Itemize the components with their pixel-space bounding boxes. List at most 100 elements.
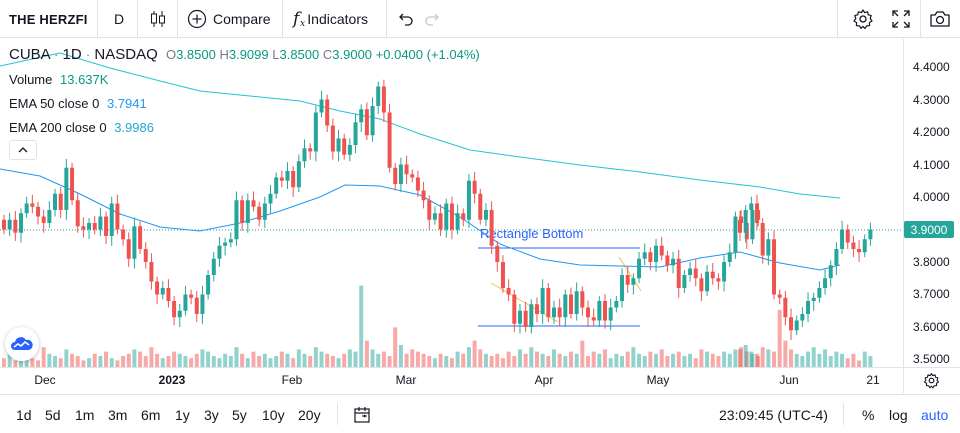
toolbar-divider [97, 0, 98, 38]
price-axis[interactable]: 4.4000 4.3000 4.2000 4.1000 4.0000 3.9000 3.80… [903, 39, 960, 367]
volume-bar [155, 353, 160, 367]
symbol-legend: CUBA · 1D · NASDAQ O3.8500 H3.9099 L3.85… [9, 46, 480, 63]
drawings[interactable]: Rectangle Bottom [478, 226, 642, 327]
range-button-5d[interactable]: 5d [45, 406, 61, 423]
volume-bar [228, 356, 233, 367]
volume-bar [811, 347, 816, 367]
ema200-legend[interactable]: EMA 200 close 0 3.9986 [9, 120, 154, 135]
candle-body [285, 171, 290, 181]
compare-button[interactable]: Compare [187, 0, 271, 38]
volume-bar [603, 349, 608, 367]
tradingview-logo[interactable] [5, 327, 39, 361]
candle-body [794, 320, 799, 331]
undo-button[interactable] [396, 0, 414, 38]
time-axis[interactable]: Dec 2023 Feb Mar Apr May Jun 21 [0, 367, 903, 393]
time-tick-label: May [646, 373, 670, 387]
time-tick-label: Jun [779, 373, 799, 387]
candle-body [534, 304, 539, 314]
screenshot-button[interactable] [929, 0, 951, 38]
candle-body [676, 258, 681, 288]
candle-body [36, 206, 41, 217]
volume-bar [7, 353, 12, 367]
rectangle-label[interactable]: Rectangle Bottom [480, 226, 583, 241]
price-tick-label: 4.0000 [913, 190, 950, 204]
log-scale-toggle[interactable]: log [889, 406, 908, 423]
legend-ticker[interactable]: CUBA [9, 46, 50, 63]
volume-bar [240, 353, 245, 367]
volume-bar [138, 351, 143, 367]
volume-bar [438, 353, 443, 367]
volume-bar [738, 349, 742, 367]
candle-body [19, 213, 24, 233]
price-chart[interactable]: Rectangle Bottom [0, 39, 903, 367]
volume-bar [404, 353, 409, 367]
chart-type-button[interactable] [149, 0, 167, 38]
volume-bar [296, 349, 301, 367]
volume-bar [806, 351, 811, 367]
ema200-line [0, 52, 841, 199]
range-button-10y[interactable]: 10y [262, 406, 285, 423]
candle-body [217, 245, 222, 259]
ema50-legend[interactable]: EMA 50 close 0 3.7941 [9, 96, 147, 111]
axis-settings-button[interactable] [923, 372, 940, 394]
candle-body [194, 297, 199, 314]
volume-legend[interactable]: Volume 13.637K [9, 72, 108, 87]
trend-line[interactable] [618, 256, 642, 292]
time-tick-label: Apr [534, 373, 554, 387]
volume-value: 13.637K [60, 72, 109, 87]
range-button-1d[interactable]: 1d [16, 406, 32, 423]
volume-bar [648, 351, 653, 367]
range-button-1y[interactable]: 1y [175, 406, 190, 423]
volume-bar [586, 356, 591, 367]
candle-body [268, 193, 273, 204]
volume-bar [506, 351, 511, 367]
volume-bar [710, 353, 715, 367]
time-tick-label: Feb [281, 373, 303, 387]
volume-bar [313, 347, 318, 367]
volume-bar [546, 356, 551, 367]
candle-body [189, 294, 194, 298]
volume-bar [444, 356, 449, 367]
volume-bar [149, 347, 154, 367]
toolbar-divider [282, 0, 283, 38]
candle-body [279, 177, 284, 181]
interval-button[interactable]: D [114, 11, 125, 27]
candle-body [483, 210, 488, 220]
volume-bar [359, 285, 364, 367]
candle-body [868, 229, 873, 240]
chart-pane[interactable]: Rectangle Bottom CUBA · 1D · NASDAQ O3.8… [0, 39, 903, 367]
candle-body [857, 249, 862, 253]
volume-bar [206, 351, 211, 367]
candle-body [70, 167, 75, 201]
volume-bar [132, 349, 137, 367]
volume-bar [868, 356, 873, 367]
date-range-button[interactable] [353, 395, 371, 433]
candle-body [506, 288, 511, 295]
candle-body [149, 262, 154, 282]
candle-body [512, 294, 517, 324]
candle-body [659, 245, 664, 256]
settings-button[interactable] [852, 0, 874, 38]
collapse-legend-button[interactable] [9, 140, 37, 160]
volume-bar [143, 356, 148, 367]
candle-body [760, 223, 765, 256]
candle-body [495, 245, 500, 262]
compare-label: Compare [213, 11, 271, 27]
range-button-5y[interactable]: 5y [232, 406, 247, 423]
volume-bar [189, 358, 194, 367]
range-button-3m[interactable]: 3m [108, 406, 128, 423]
range-button-3y[interactable]: 3y [204, 406, 219, 423]
redo-button[interactable] [424, 0, 442, 38]
range-button-20y[interactable]: 20y [298, 406, 321, 423]
percent-scale-toggle[interactable]: % [862, 406, 875, 423]
range-button-6m[interactable]: 6m [141, 406, 161, 423]
candle-body [811, 297, 816, 301]
fullscreen-button[interactable] [891, 0, 911, 38]
symbol-search-button[interactable]: THE HERZFI [9, 11, 88, 27]
auto-scale-toggle[interactable]: auto [921, 406, 949, 423]
clock-readout[interactable]: 23:09:45 (UTC-4) [719, 406, 828, 423]
legend-timeframe: 1D [62, 46, 82, 63]
range-button-1m[interactable]: 1m [75, 406, 95, 423]
candle-body [172, 301, 177, 318]
